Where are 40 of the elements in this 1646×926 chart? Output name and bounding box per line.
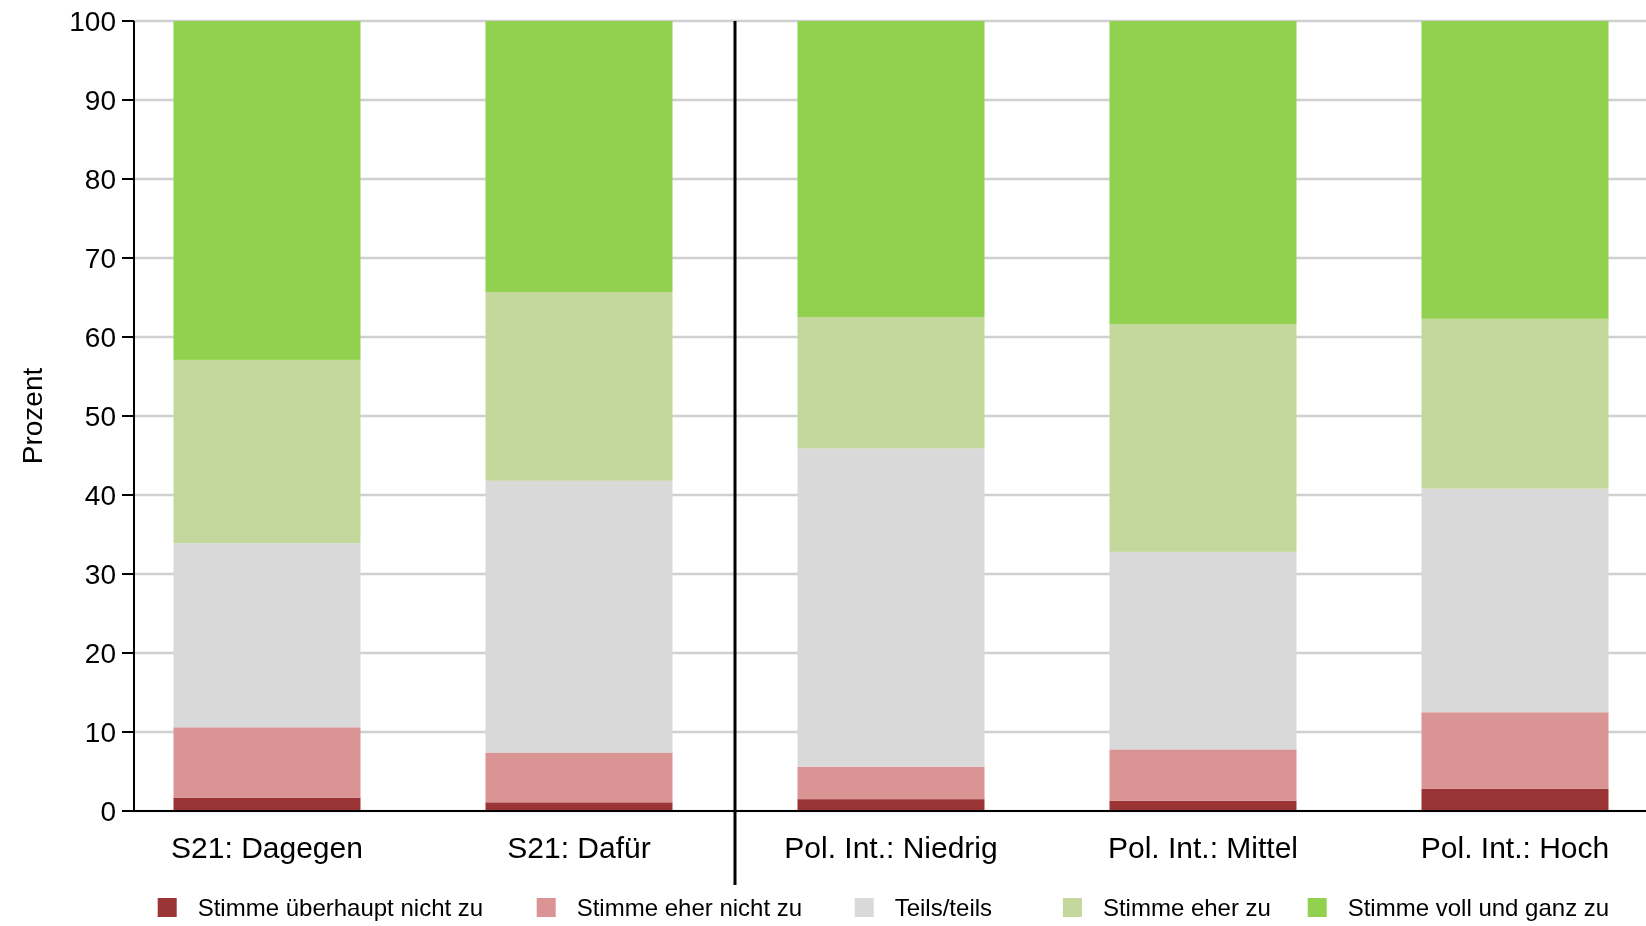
y-tick-label: 80 [84, 163, 116, 195]
bar [1109, 749, 1297, 801]
y-tick-label: 90 [84, 84, 116, 116]
y-tick-label: 50 [84, 400, 116, 432]
y-tick-label: 100 [69, 5, 116, 37]
y-tick-label: 40 [84, 479, 116, 511]
y-tick-label: 10 [84, 716, 116, 748]
x-tick-label: S21: Dafür [507, 831, 651, 864]
bar [485, 752, 673, 803]
x-tick-label: Pol. Int.: Hoch [1420, 831, 1610, 864]
bar [797, 21, 985, 318]
y-tick-label: 0 [100, 795, 116, 827]
bar [797, 317, 985, 449]
bar [1421, 788, 1609, 811]
bar [1421, 21, 1609, 319]
y-axis-title: Prozent [17, 367, 48, 465]
bar [485, 291, 673, 481]
x-tick-label: Pol. Int.: Niedrig [784, 831, 998, 864]
y-tick-label: 70 [84, 242, 116, 274]
bar [1109, 21, 1297, 325]
bar [485, 21, 673, 292]
bar [1109, 324, 1297, 552]
legend-label: Stimme eher nicht zu [576, 894, 803, 922]
legend-label: Stimme überhaupt nicht zu [197, 894, 484, 922]
legend-label: Teils/teils [894, 894, 993, 922]
x-tick-label: Pol. Int.: Mittel [1107, 831, 1299, 864]
bar [797, 766, 985, 800]
y-tick-label: 20 [84, 637, 116, 669]
bar [1421, 712, 1609, 789]
x-tick-label: S21: Dagegen [171, 831, 363, 864]
y-tick-label: 30 [84, 558, 116, 590]
bar [173, 727, 361, 798]
y-tick-label: 60 [84, 321, 116, 353]
bar [797, 799, 985, 811]
bar [1421, 318, 1609, 489]
bar [485, 802, 673, 811]
legend-label: Stimme voll und ganz zu [1347, 894, 1610, 922]
bar [173, 21, 361, 360]
legend-label: Stimme eher zu [1102, 894, 1271, 922]
bar [173, 359, 361, 544]
